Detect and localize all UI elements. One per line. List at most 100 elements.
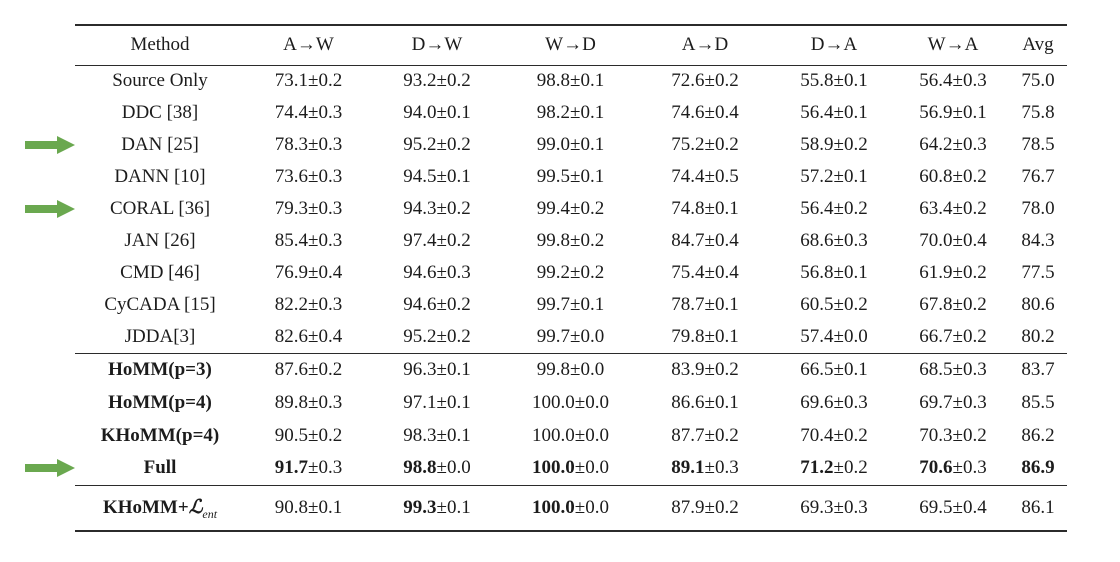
cell-value: 61.9±0.2 <box>897 257 1009 289</box>
value-error-margin: ±0.1 <box>833 102 868 123</box>
value-error-margin: ±0.2 <box>952 294 987 315</box>
value-main: 61.9 <box>919 262 953 283</box>
value-error-margin: ±0.2 <box>308 358 343 380</box>
cell-value: 56.8±0.1 <box>771 257 897 289</box>
value-main: 98.8 <box>403 457 437 479</box>
value-main: 99.3 <box>403 496 437 518</box>
value-error-margin: ±0.1 <box>436 102 471 123</box>
cell-value: 89.8±0.3 <box>245 386 372 419</box>
method-label: KHoMM(p=4) <box>100 424 220 446</box>
value-main: 97.1 <box>403 391 437 413</box>
value-main: 90.5 <box>274 424 309 446</box>
value-error-margin: ±0.3 <box>833 391 868 413</box>
value-main: 97.4 <box>403 230 437 251</box>
table-header: Method A→W D→W W→D A→D D→A W→A Avg <box>75 25 1067 65</box>
cell-value: 57.2±0.1 <box>771 161 897 193</box>
value-main: 98.3 <box>403 424 437 446</box>
value-main: 58.9 <box>800 134 834 155</box>
value-main: 84.7 <box>671 230 705 251</box>
cell-value: 100.0±0.0 <box>502 419 639 452</box>
cell-value: 93.2±0.2 <box>372 65 502 97</box>
cell-value: 60.8±0.2 <box>897 161 1009 193</box>
cell-value: 99.0±0.1 <box>502 129 639 161</box>
value-main: 93.2 <box>403 70 437 92</box>
value-error-margin: ±0.2 <box>833 198 868 219</box>
value-error-margin: ±0.2 <box>308 424 343 446</box>
value-main: 100.0 <box>532 496 575 518</box>
value-main: 57.2 <box>800 166 834 187</box>
cell-value: 79.8±0.1 <box>639 321 771 353</box>
value-error-margin: ±0.2 <box>952 198 987 219</box>
column-header-avg: Avg <box>1022 34 1054 56</box>
value-error-margin: ±0.1 <box>436 166 471 187</box>
value-error-margin: ±0.1 <box>704 294 739 315</box>
cell-value: 57.4±0.0 <box>771 321 897 353</box>
cell-value: 74.8±0.1 <box>639 193 771 225</box>
cell-value: 68.6±0.3 <box>771 225 897 257</box>
cell-method: DAN [25] <box>25 129 245 161</box>
cell-value: 87.9±0.2 <box>639 485 771 531</box>
value-error-margin: ±0.2 <box>952 325 987 347</box>
value-main: 74.8 <box>671 198 705 219</box>
value-main: 69.5 <box>919 496 953 518</box>
column-header-method: Method <box>130 34 190 56</box>
value-main: 74.4 <box>274 102 309 123</box>
value-main: 80.6 <box>1021 294 1055 315</box>
cell-value: 70.0±0.4 <box>897 225 1009 257</box>
value-main: 90.8 <box>274 496 309 518</box>
table-row: Full 91.7±0.3 98.8±0.0 100.0±0.0 89.1±0.3 71.… <box>25 452 1067 485</box>
value-error-margin: ±0.1 <box>704 198 739 219</box>
table-row: KHoMM(p=4) 90.5±0.2 98.3±0.1 100.0±0.0 87.7±… <box>75 419 1067 452</box>
value-error-margin: ±0.3 <box>833 230 868 251</box>
cell-method: DANN [10] <box>75 161 245 193</box>
value-main: 94.5 <box>403 166 437 187</box>
value-main: 100.0 <box>532 424 575 446</box>
header-row: Method A→W D→W W→D A→D D→A W→A Avg <box>75 25 1067 65</box>
value-error-margin: ±0.1 <box>704 325 739 347</box>
value-error-margin: ±0.1 <box>436 391 471 413</box>
cell-value: 99.8±0.2 <box>502 225 639 257</box>
method-label: Full <box>143 457 177 479</box>
value-error-margin: ±0.4 <box>952 496 987 518</box>
value-main: 99.8 <box>536 230 571 251</box>
table-row: DANN [10] 73.6±0.3 94.5±0.1 99.5±0.1 74.4±0.… <box>75 161 1067 193</box>
value-error-margin: ±0.1 <box>570 294 605 315</box>
value-main: 94.3 <box>403 198 437 219</box>
value-error-margin: ±0.0 <box>574 424 609 446</box>
cell-value: 56.4±0.2 <box>771 193 897 225</box>
cell-value: 71.2±0.2 <box>771 452 897 485</box>
cell-value: 99.8±0.0 <box>502 353 639 386</box>
value-error-margin: ±0.0 <box>436 457 471 479</box>
value-main: 69.3 <box>800 496 834 518</box>
cell-method: CORAL [36] <box>25 193 245 225</box>
value-error-margin: ±0.3 <box>952 358 987 380</box>
value-main: 82.2 <box>274 294 309 315</box>
method-label: Source Only <box>112 70 208 92</box>
value-error-margin: ±0.4 <box>952 230 987 251</box>
cell-value: 58.9±0.2 <box>771 129 897 161</box>
cell-value: 94.6±0.3 <box>372 257 502 289</box>
cell-method: Full <box>25 452 245 485</box>
value-main: 78.0 <box>1021 198 1055 219</box>
value-error-margin: ±0.1 <box>952 102 987 123</box>
value-error-margin: ±0.1 <box>570 134 605 155</box>
cell-value: 63.4±0.2 <box>897 193 1009 225</box>
value-error-margin: ±0.0 <box>574 391 609 413</box>
value-error-margin: ±0.2 <box>436 70 471 92</box>
results-table: Method A→W D→W W→D A→D D→A W→A Avg Source Only 7… <box>25 24 1067 532</box>
cell-value: 74.4±0.3 <box>245 97 372 129</box>
cell-value: 72.6±0.2 <box>639 65 771 97</box>
table-row: KHoMM+ℒent 90.8±0.1 99.3±0.1 100.0±0.0 87.9±… <box>75 485 1067 531</box>
cell-value: 84.3 <box>1009 225 1067 257</box>
value-error-margin: ±0.4 <box>704 230 739 251</box>
cell-value: 60.5±0.2 <box>771 289 897 321</box>
table-row: HoMM(p=4) 89.8±0.3 97.1±0.1 100.0±0.0 86.6±0… <box>75 386 1067 419</box>
value-main: 100.0 <box>532 457 575 479</box>
value-error-margin: ±0.4 <box>704 262 739 283</box>
value-main: 76.7 <box>1021 166 1055 187</box>
highlight-arrow-icon <box>25 135 75 155</box>
cell-value: 56.9±0.1 <box>897 97 1009 129</box>
cell-method: KHoMM+ℒent <box>75 485 245 531</box>
table-row: DDC [38] 74.4±0.3 94.0±0.1 98.2±0.1 74.6±0.4… <box>75 97 1067 129</box>
